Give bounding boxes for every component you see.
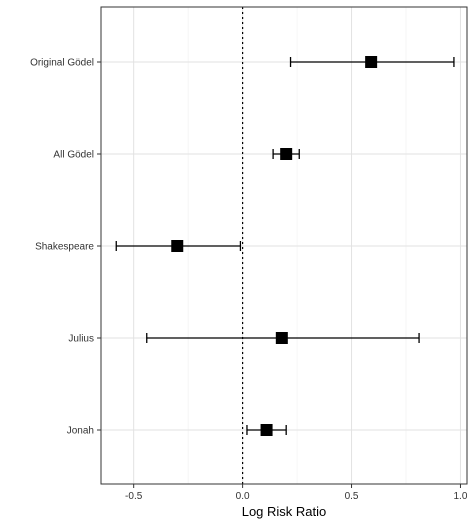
x-axis-title: Log Risk Ratio — [242, 504, 327, 519]
data-marks — [115, 56, 455, 436]
y-tick-label: Jonah — [67, 426, 94, 437]
point-estimate — [365, 56, 378, 68]
point-estimate — [171, 240, 184, 252]
y-tick-label: All Gödel — [53, 150, 94, 161]
y-tick-label: Shakespeare — [35, 242, 94, 253]
x-tick-label: 0.5 — [345, 491, 359, 502]
point-estimate — [275, 332, 288, 344]
x-tick-label: -0.5 — [125, 491, 143, 502]
point-estimate — [260, 424, 273, 436]
x-axis: -0.5 0.0 0.5 1.0 — [125, 484, 468, 502]
x-tick-label: 1.0 — [454, 491, 468, 502]
y-tick-label: Julius — [68, 334, 94, 345]
x-tick-label: 0.0 — [236, 491, 250, 502]
point-estimate — [280, 148, 293, 160]
y-axis: Original Gödel All Gödel Shakespeare Julius… — [30, 58, 101, 437]
y-tick-label: Original Gödel — [30, 58, 94, 69]
